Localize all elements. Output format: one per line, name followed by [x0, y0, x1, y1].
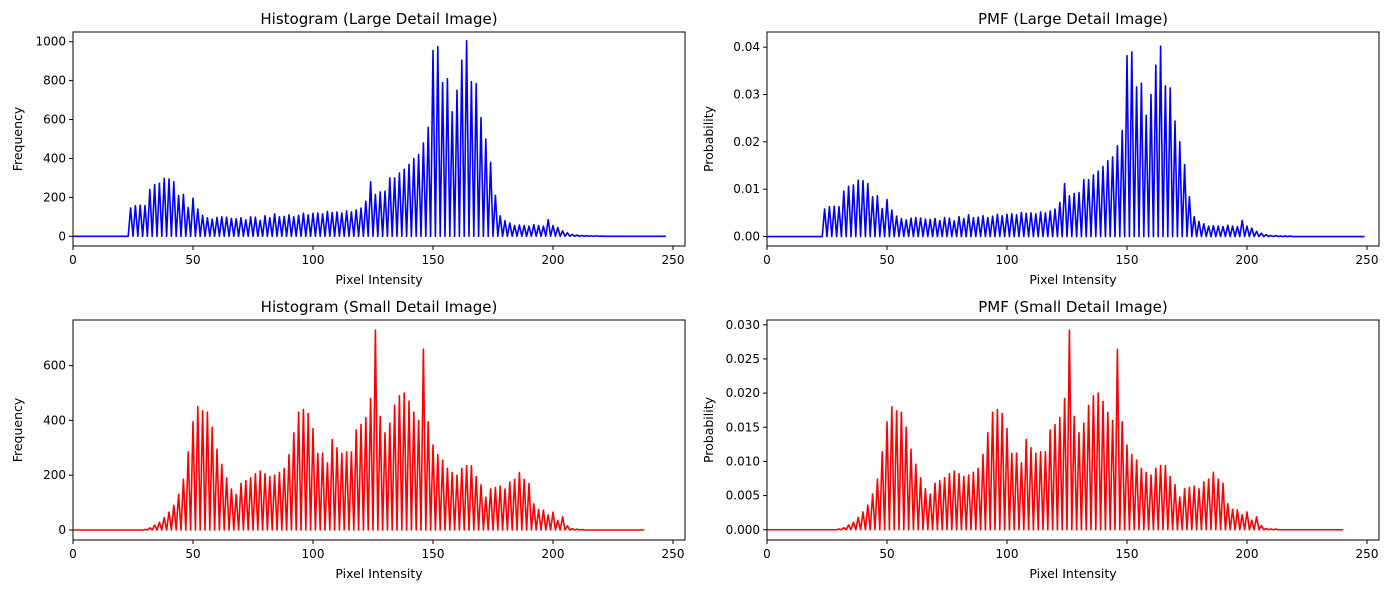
y-tick-label: 0.01	[733, 182, 760, 196]
x-tick-label: 0	[69, 547, 77, 561]
y-axis-label: Probability	[701, 105, 716, 172]
series-line-1-0	[767, 45, 1365, 238]
x-tick-label: 50	[879, 547, 894, 561]
axes-frame	[72, 31, 686, 247]
subplot-3: 0 50 100 150 200 250 0.000 0.005 0.010 0.015 0.020…	[701, 298, 1380, 581]
x-tick-label: 0	[763, 253, 771, 267]
x-tick-label: 150	[1116, 253, 1139, 267]
subplot-2: 0 50 100 150 200 250 0 200 400 600 Histogram (Smal…	[10, 298, 686, 581]
x-tick-label: 0	[69, 253, 77, 267]
y-tick-label: 0.02	[733, 135, 760, 149]
y-tick-label: 0	[58, 229, 66, 243]
x-tick-label: 150	[422, 253, 445, 267]
x-tick-label: 200	[542, 253, 565, 267]
x-tick-label: 250	[1356, 253, 1379, 267]
y-tick-label: 400	[43, 413, 66, 427]
x-tick-label: 150	[1116, 547, 1139, 561]
x-tick-label: 200	[1236, 253, 1259, 267]
x-axis-label: Pixel Intensity	[335, 272, 423, 287]
y-tick-label: 0	[58, 523, 66, 537]
axes-frame	[766, 31, 1380, 247]
x-tick-label: 50	[879, 253, 894, 267]
series-line-2-0	[73, 329, 645, 531]
axes-frame	[766, 319, 1380, 541]
y-tick-label: 0.000	[726, 523, 760, 537]
y-tick-label: 800	[43, 74, 66, 88]
x-tick-label: 250	[662, 253, 685, 267]
series-line-0-0	[73, 39, 666, 238]
y-tick-label: 200	[43, 468, 66, 482]
y-tick-label: 600	[43, 113, 66, 127]
chart-title: PMF (Large Detail Image)	[978, 10, 1168, 28]
x-tick-label: 50	[185, 253, 200, 267]
y-tick-label: 0.030	[726, 318, 760, 332]
chart-title: Histogram (Large Detail Image)	[260, 10, 497, 28]
x-tick-label: 200	[1236, 547, 1259, 561]
y-tick-label: 0.010	[726, 454, 760, 468]
series-line-3-0	[767, 329, 1343, 531]
y-tick-label: 0.015	[726, 420, 760, 434]
x-tick-label: 100	[996, 547, 1019, 561]
y-tick-label: 0.00	[733, 230, 760, 244]
y-tick-label: 0.020	[726, 386, 760, 400]
x-tick-label: 100	[302, 547, 325, 561]
x-tick-label: 100	[996, 253, 1019, 267]
x-tick-label: 150	[422, 547, 445, 561]
y-tick-label: 0.005	[726, 489, 760, 503]
x-axis-label: Pixel Intensity	[1029, 272, 1117, 287]
x-tick-label: 250	[662, 547, 685, 561]
y-tick-label: 400	[43, 151, 66, 165]
y-axis-label: Frequency	[10, 397, 25, 462]
x-tick-label: 200	[542, 547, 565, 561]
y-tick-label: 0.04	[733, 40, 760, 54]
y-axis-label: Frequency	[10, 106, 25, 171]
x-tick-label: 100	[302, 253, 325, 267]
subplot-1: 0 50 100 150 200 250 0.00 0.01 0.02 0.03 0.04 PMF (…	[701, 10, 1380, 287]
y-tick-label: 0.03	[733, 87, 760, 101]
x-tick-label: 50	[185, 547, 200, 561]
y-tick-label: 600	[43, 359, 66, 373]
x-axis-label: Pixel Intensity	[1029, 566, 1117, 581]
subplot-0: 0 50 100 150 200 250 0 200 400 600 800 1000 Histogra…	[10, 10, 686, 287]
y-tick-label: 0.025	[726, 352, 760, 366]
y-axis-label: Probability	[701, 396, 716, 463]
axes-frame	[72, 319, 686, 541]
x-tick-label: 0	[763, 547, 771, 561]
y-tick-label: 1000	[35, 35, 66, 49]
chart-title: Histogram (Small Detail Image)	[261, 298, 498, 316]
y-tick-label: 200	[43, 190, 66, 204]
chart-title: PMF (Small Detail Image)	[978, 298, 1167, 316]
x-axis-label: Pixel Intensity	[335, 566, 423, 581]
x-tick-label: 250	[1356, 547, 1379, 561]
